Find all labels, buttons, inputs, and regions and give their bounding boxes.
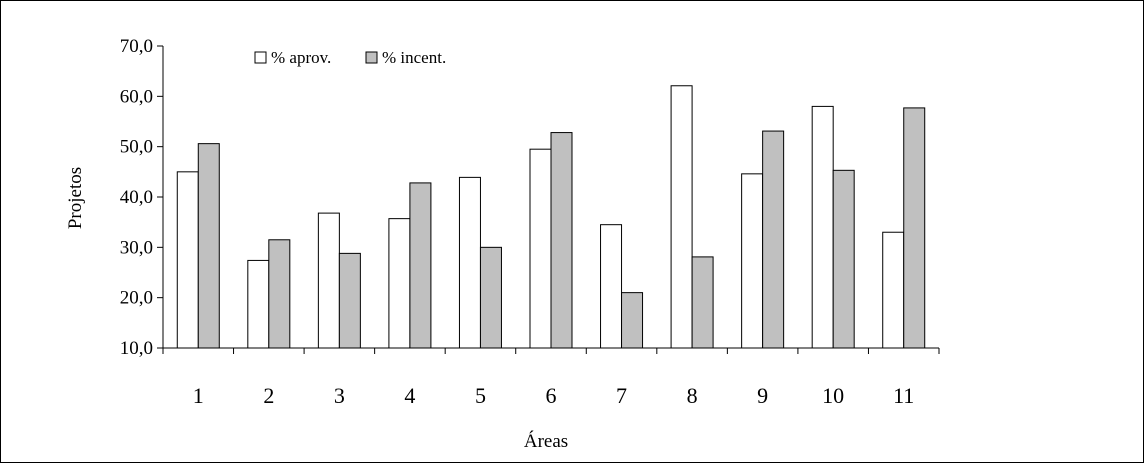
y-tick-label: 40,0 <box>120 187 153 208</box>
x-axis-title: Áreas <box>524 430 568 452</box>
x-tick-label: 9 <box>757 383 768 408</box>
x-tick-label: 7 <box>616 383 627 408</box>
legend-label-incent: % incent. <box>382 48 446 67</box>
bar-incent <box>197 143 220 349</box>
bar-aprov <box>388 218 411 349</box>
x-tick-label: 10 <box>822 383 844 408</box>
legend: % aprov. % incent. <box>254 48 446 67</box>
bar-incent <box>621 292 644 349</box>
axes: 10,0 20,0 30,0 40,0 50,0 60,0 70,0 1 2 3 4 5 6 7 8 9 10 1… <box>120 36 940 408</box>
x-tick-label: 1 <box>193 383 204 408</box>
bar-incent <box>762 130 785 349</box>
y-tick-label: 10,0 <box>120 338 153 359</box>
x-tick-label: 4 <box>404 383 415 408</box>
y-axis-title: Projetos <box>65 167 86 229</box>
bar-incent <box>903 107 926 349</box>
x-tick-label: 11 <box>893 383 914 408</box>
bar-aprov <box>176 171 199 349</box>
bars <box>176 85 926 349</box>
bar-aprov <box>670 85 693 349</box>
bar-incent <box>550 132 573 349</box>
bar-incent <box>338 252 361 349</box>
legend-label-aprov: % aprov. <box>271 48 331 67</box>
bar-aprov <box>247 259 270 349</box>
bar-aprov <box>458 176 481 349</box>
bar-aprov <box>811 105 834 349</box>
bar-incent <box>479 246 502 349</box>
y-tick-label: 60,0 <box>120 86 153 107</box>
x-tick-label: 3 <box>334 383 345 408</box>
y-tick-label: 50,0 <box>120 137 153 158</box>
bar-incent <box>409 182 432 349</box>
x-tick-label: 6 <box>546 383 557 408</box>
y-tick-label: 30,0 <box>120 237 153 258</box>
x-tick-label: 8 <box>687 383 698 408</box>
bar-aprov <box>317 212 340 349</box>
x-tick-label: 2 <box>263 383 274 408</box>
x-tick-label: 5 <box>475 383 486 408</box>
bar-incent <box>832 169 855 349</box>
bar-aprov <box>741 173 764 349</box>
legend-swatch-incent <box>365 51 378 64</box>
bar-incent <box>691 256 714 349</box>
bar-aprov <box>600 224 623 349</box>
y-tick-label: 70,0 <box>120 36 153 57</box>
y-tick-label: 20,0 <box>120 288 153 309</box>
bar-aprov <box>882 231 905 349</box>
bar-incent <box>268 239 291 349</box>
bar-aprov <box>529 148 552 349</box>
legend-swatch-aprov <box>254 51 267 64</box>
